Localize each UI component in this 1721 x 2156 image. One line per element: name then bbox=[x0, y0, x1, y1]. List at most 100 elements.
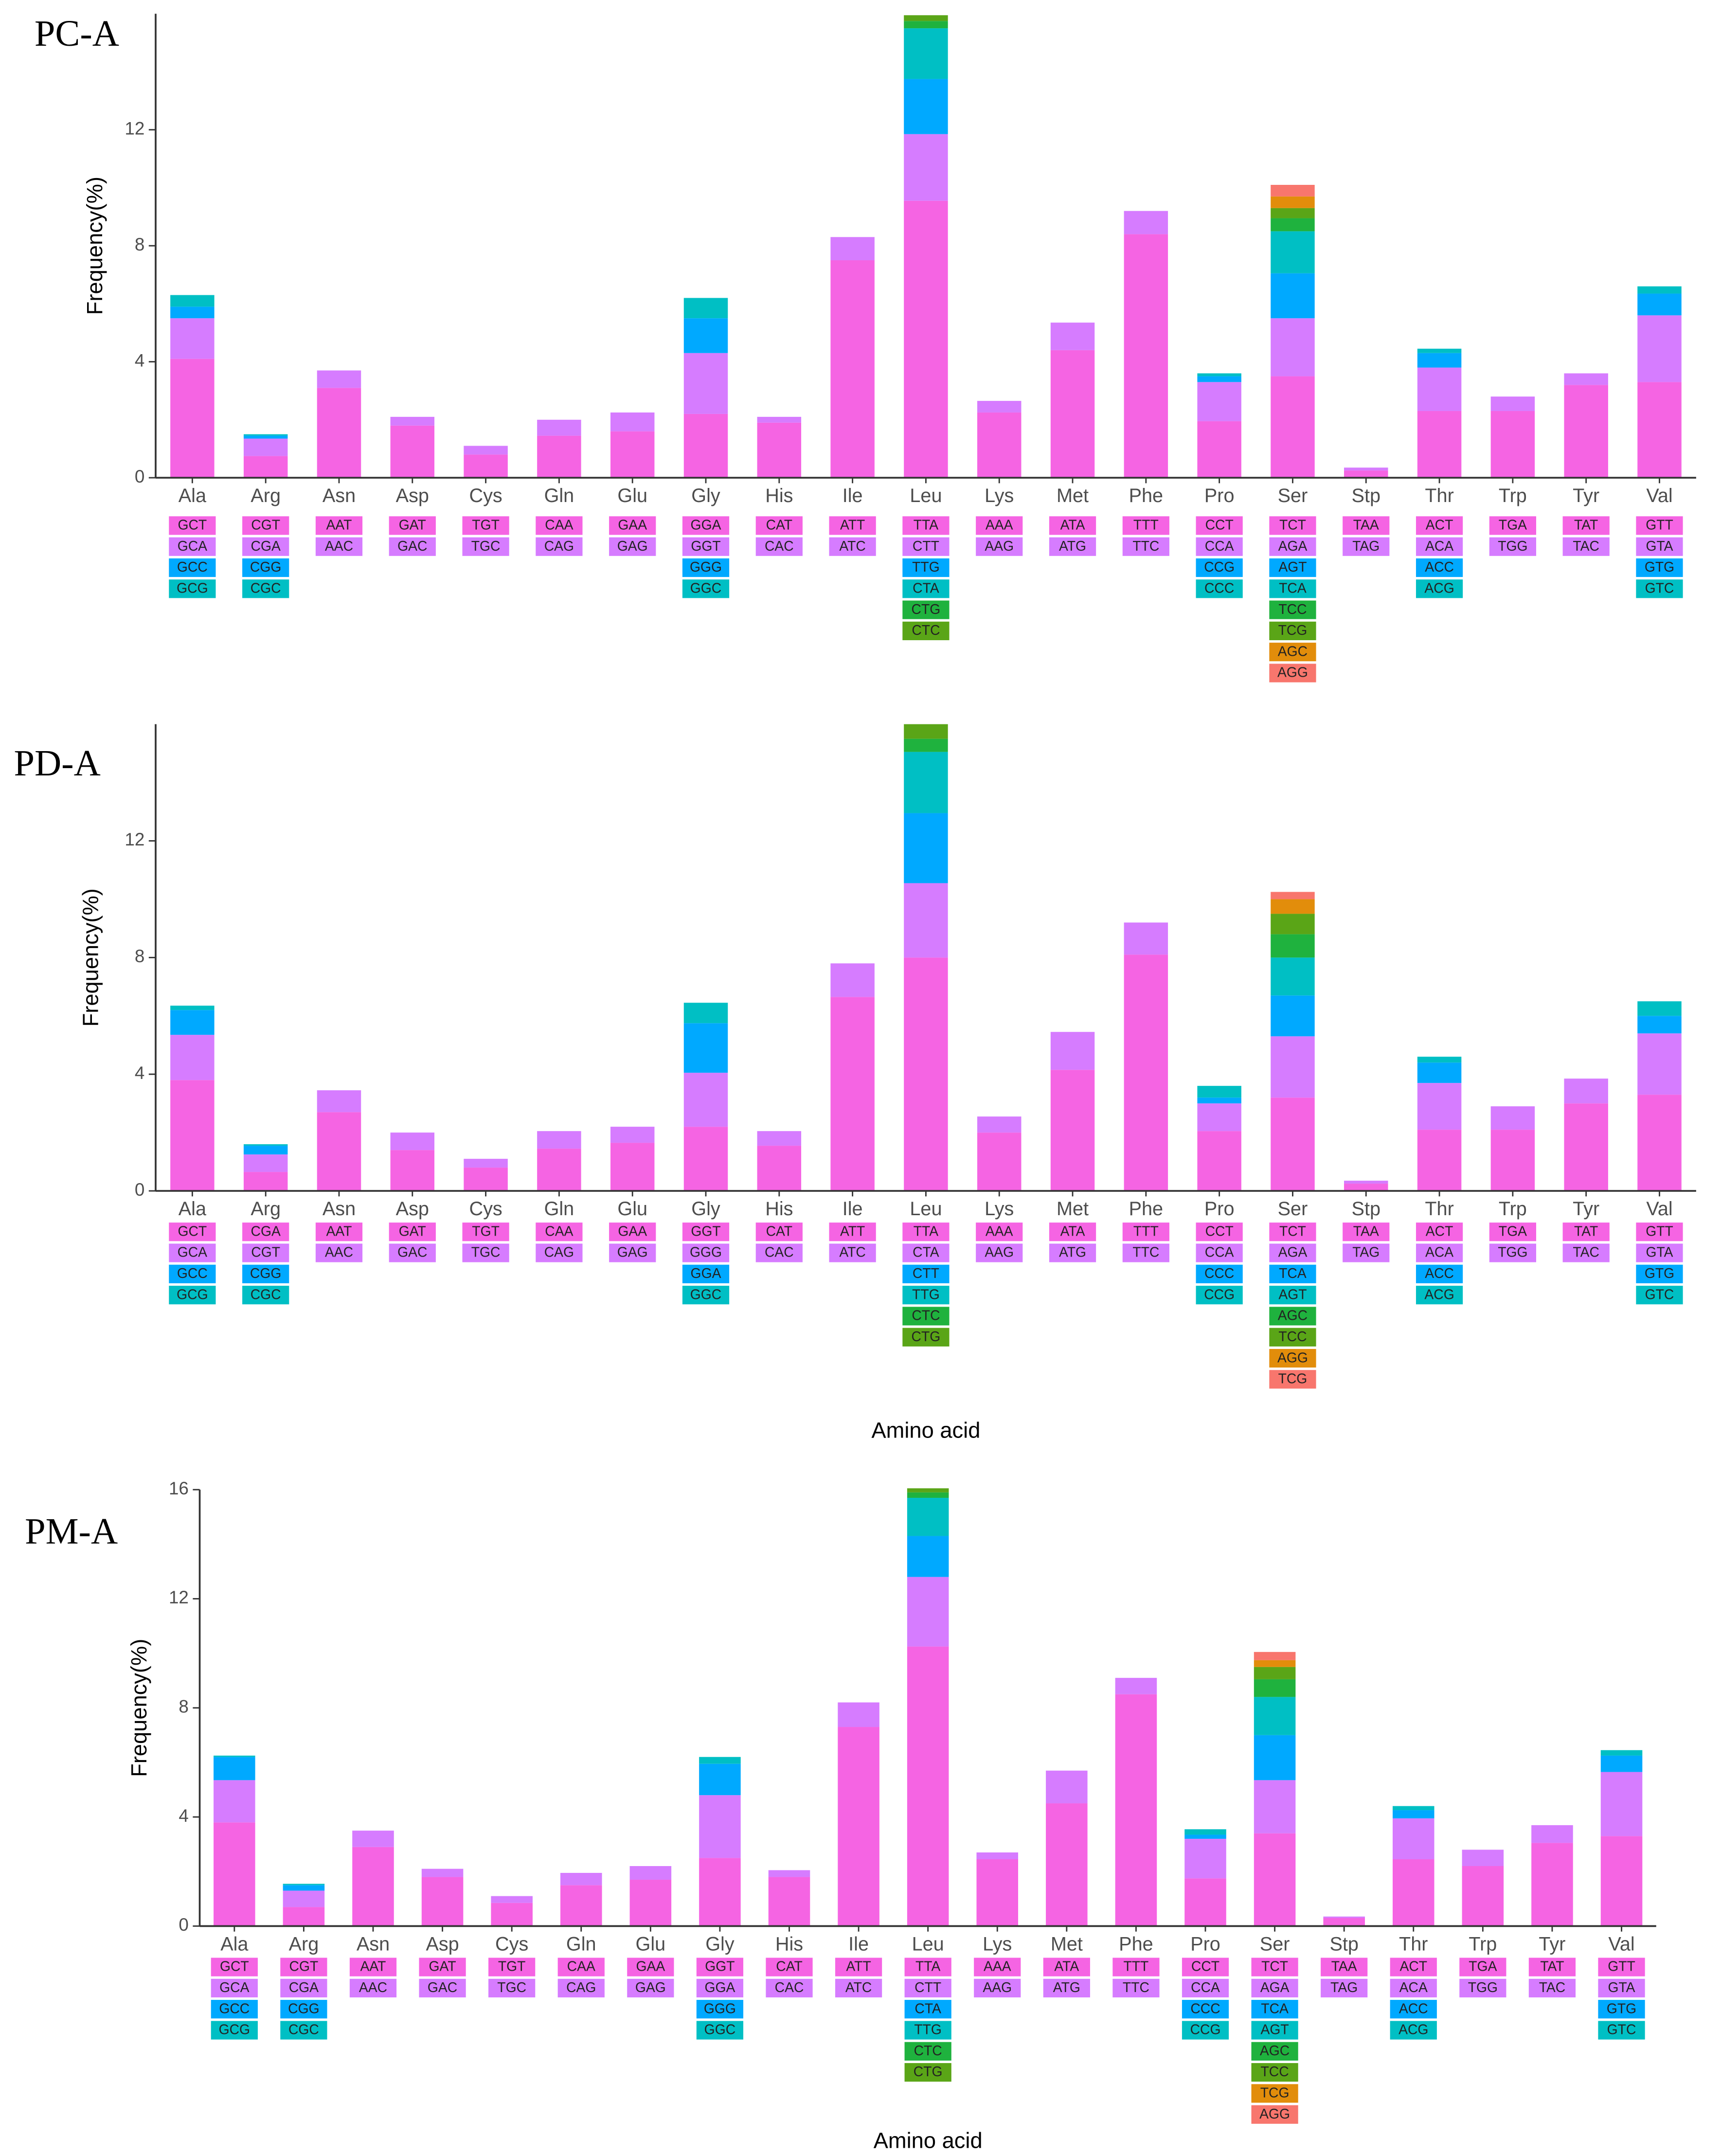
bar-segment bbox=[757, 416, 802, 423]
bar-segment bbox=[170, 359, 215, 478]
bar-segment bbox=[1271, 892, 1315, 899]
x-tick-label: Ile bbox=[843, 1198, 863, 1220]
bar-segment bbox=[1124, 954, 1168, 1191]
bar-segment bbox=[1197, 376, 1241, 382]
bar-segment bbox=[1417, 1130, 1462, 1191]
bar-segment bbox=[560, 1873, 602, 1886]
bar-segment bbox=[1344, 1181, 1388, 1184]
codon-label: CGC bbox=[288, 2022, 319, 2037]
bar-segment bbox=[1254, 1780, 1296, 1833]
bar-segment bbox=[491, 1896, 533, 1903]
codon-label: AGC bbox=[1278, 643, 1308, 659]
codon-box bbox=[829, 1243, 876, 1262]
codon-label: GCC bbox=[177, 559, 208, 575]
panel-title: PD-A bbox=[14, 742, 100, 784]
codon-box bbox=[1390, 2000, 1437, 2019]
bar-segment bbox=[699, 1858, 741, 1926]
bar-segment bbox=[1124, 922, 1168, 955]
bar-segment bbox=[170, 1006, 215, 1010]
codon-box bbox=[755, 1243, 803, 1262]
codon-box bbox=[974, 1958, 1021, 1976]
bar-segment bbox=[1490, 1106, 1535, 1130]
codon-label: ACG bbox=[1424, 580, 1454, 595]
bar-segment bbox=[1046, 1770, 1088, 1804]
codon-box bbox=[1343, 537, 1390, 556]
codon-box bbox=[389, 1243, 436, 1262]
codon-label: CCG bbox=[1190, 2022, 1221, 2037]
codon-label: GAT bbox=[429, 1958, 456, 1974]
codon-label: GGA bbox=[691, 517, 721, 533]
codon-box bbox=[682, 558, 730, 577]
bar-segment bbox=[1637, 1001, 1682, 1016]
bar-segment bbox=[1490, 411, 1535, 478]
codon-box bbox=[1182, 2000, 1229, 2019]
codon-label: CGC bbox=[251, 1286, 281, 1302]
codon-box bbox=[682, 1222, 730, 1241]
bar-segment bbox=[1417, 348, 1462, 353]
codon-box bbox=[682, 516, 730, 535]
codon-box bbox=[169, 537, 216, 556]
codon-label: CCT bbox=[1191, 1958, 1219, 1974]
bar-segment bbox=[1046, 1803, 1088, 1926]
codon-label: CTG bbox=[912, 1329, 941, 1344]
codon-box bbox=[1416, 1243, 1463, 1262]
codon-box bbox=[280, 1978, 327, 1997]
bar-segment bbox=[1564, 385, 1608, 478]
codon-box bbox=[1269, 579, 1316, 598]
bar-segment bbox=[1637, 382, 1682, 478]
x-tick-label: Met bbox=[1051, 1933, 1083, 1955]
bar-segment bbox=[1417, 353, 1462, 368]
codon-box bbox=[1416, 516, 1463, 535]
x-tick-label: Trp bbox=[1499, 485, 1527, 506]
codon-label: ACT bbox=[1399, 1958, 1427, 1974]
bar-segment bbox=[1344, 467, 1388, 471]
codon-label: ACC bbox=[1425, 1265, 1454, 1281]
codon-box bbox=[315, 516, 363, 535]
codon-box bbox=[242, 1264, 289, 1283]
codon-box bbox=[315, 1243, 363, 1262]
codon-label: GCA bbox=[178, 538, 207, 554]
x-tick-label: Arg bbox=[289, 1933, 319, 1955]
codon-box bbox=[280, 2000, 327, 2019]
codon-box bbox=[488, 1978, 536, 1997]
y-axis-label: Frequency(%) bbox=[126, 1639, 151, 1777]
bar-segment bbox=[283, 1884, 325, 1886]
bar-segment bbox=[610, 412, 655, 431]
codon-box bbox=[1562, 1222, 1610, 1241]
x-tick-label: Asn bbox=[357, 1933, 390, 1955]
bar-segment bbox=[390, 1132, 435, 1150]
codon-label: TGA bbox=[1499, 1223, 1527, 1239]
codon-label: TAG bbox=[1352, 1244, 1380, 1260]
codon-label: TGT bbox=[472, 517, 500, 533]
codon-box bbox=[829, 516, 876, 535]
x-tick-label: Ala bbox=[179, 485, 207, 506]
bar-segment bbox=[904, 134, 948, 201]
x-tick-label: Ala bbox=[179, 1198, 207, 1220]
bar-segment bbox=[1271, 995, 1315, 1037]
codon-box bbox=[755, 516, 803, 535]
codon-box bbox=[1636, 579, 1683, 598]
bar-segment bbox=[683, 1073, 728, 1127]
codon-box bbox=[904, 1958, 951, 1976]
codon-box bbox=[1269, 537, 1316, 556]
x-tick-label: Gly bbox=[691, 485, 720, 506]
bar-segment bbox=[421, 1869, 464, 1877]
x-tick-label: Phe bbox=[1119, 1933, 1153, 1955]
codon-label: TCA bbox=[1279, 580, 1307, 595]
codon-box bbox=[1269, 1222, 1316, 1241]
codon-box bbox=[1251, 2063, 1298, 2082]
codon-label: CTC bbox=[914, 2043, 942, 2058]
bar-segment bbox=[1184, 1878, 1226, 1926]
codon-box bbox=[904, 1978, 951, 1997]
codon-label: GGC bbox=[690, 1286, 721, 1302]
bar-segment bbox=[243, 1146, 288, 1155]
bar-segment bbox=[830, 963, 875, 997]
codon-label: CCA bbox=[1205, 1244, 1234, 1260]
codon-label: GCG bbox=[219, 2022, 250, 2037]
bar-segment bbox=[610, 431, 655, 478]
bar-segment bbox=[390, 425, 435, 478]
codon-label: GGA bbox=[691, 1265, 721, 1281]
codon-label: AAA bbox=[984, 1958, 1011, 1974]
codon-label: AAT bbox=[360, 1958, 386, 1974]
codon-label: GAC bbox=[397, 538, 427, 554]
